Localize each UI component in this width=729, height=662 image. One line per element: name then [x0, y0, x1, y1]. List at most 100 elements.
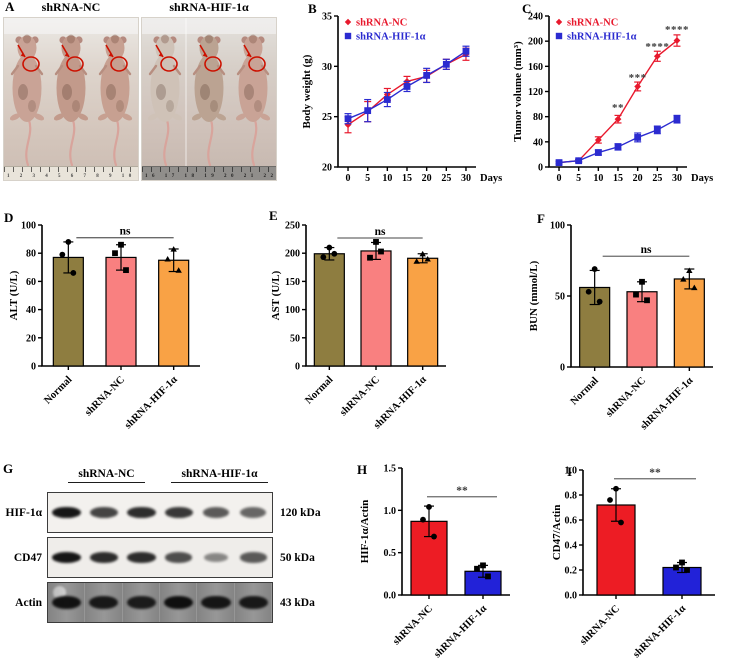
svg-text:shRNA-NC: shRNA-NC	[338, 374, 382, 418]
ruler-numbers: 16 17 18 19 20 21 22 23 24 25 26 27	[145, 174, 276, 179]
panel-letter-b: B	[308, 1, 317, 16]
protein-band	[240, 507, 267, 518]
tumor-annotation	[199, 44, 222, 72]
series-shRNA-HIF-1α	[344, 45, 470, 125]
svg-text:***: ***	[629, 72, 647, 84]
panel-d-alt: D 0 20 40 60 80 100 ALT (U/L) Normal shRNA-NC shR…	[4, 198, 240, 434]
svg-text:shRNA-HIF-1α: shRNA-HIF-1α	[631, 603, 688, 660]
protein-band	[51, 595, 82, 610]
svg-text:0: 0	[538, 163, 543, 174]
molecular-weight-label: 50 kDa	[280, 551, 315, 564]
panel-a-mouse-photos: A shRNA-NC 1 2 3 4 5 6 7 8 9 10 11 12 13…	[0, 0, 298, 192]
mouse-illustration	[191, 34, 227, 166]
svg-text:****: ****	[645, 41, 669, 53]
panel-letter-e: E	[269, 208, 278, 223]
cd47-actin-bar-chart: 0.0 0.2 0.4 0.6 0.8 1.0 CD47/Actin shRNA-NC shRN…	[551, 466, 715, 660]
svg-text:30: 30	[672, 173, 682, 184]
bar-Normal: Normal	[42, 239, 84, 406]
blot-lane	[159, 583, 198, 622]
svg-text:Days: Days	[691, 173, 713, 184]
photo-group-shrna-hif1a: shRNA-HIF-1α 16 17 18 19 20 21 22 23 24 …	[141, 0, 277, 181]
blot-membrane	[47, 537, 273, 578]
svg-text:100: 100	[550, 221, 565, 232]
svg-text:100: 100	[285, 305, 300, 316]
blot-lane	[234, 583, 272, 622]
blot-lane	[48, 493, 85, 532]
tumor-annotation	[155, 44, 178, 72]
mouse-photo-nc: 1 2 3 4 5 6 7 8 9 10 11 12 13 14 15	[3, 17, 139, 181]
blot-lane	[197, 538, 234, 577]
svg-text:15: 15	[402, 173, 412, 184]
svg-text:0: 0	[346, 173, 351, 184]
panel-e-ast: E 0 50 100 150 200 250 AST (U/L) Normal shRNA-NC…	[252, 198, 490, 434]
svg-text:CD47/Actin: CD47/Actin	[551, 505, 563, 561]
svg-text:shRNA-HIF-1α: shRNA-HIF-1α	[567, 32, 637, 43]
tumor-annotation	[243, 44, 266, 72]
svg-text:100: 100	[21, 221, 36, 232]
svg-text:1.5: 1.5	[384, 464, 397, 475]
blot-group-title: shRNA-NC	[68, 468, 145, 483]
tumor-annotation	[61, 44, 84, 72]
svg-text:0: 0	[295, 362, 300, 373]
panel-f-bun: F 0 50 100 BUN (mmol/L) Normal shRNA-NC shRNA-…	[497, 198, 729, 434]
svg-text:HIF-1α/Actin: HIF-1α/Actin	[359, 500, 371, 564]
svg-text:shRNA-NC: shRNA-NC	[83, 374, 127, 418]
blot-lane	[235, 493, 272, 532]
ruler-numbers: 1 2 3 4 5 6 7 8 9 10 11 12 13 14 15	[7, 174, 138, 179]
svg-text:25: 25	[441, 173, 451, 184]
protein-band	[89, 595, 119, 610]
blot-rows: HIF-1α 120 kDa CD47 50 kDa Actin 43 kDa	[0, 492, 348, 627]
svg-text:60: 60	[26, 277, 36, 288]
mouse-illustration	[9, 34, 45, 166]
svg-text:40: 40	[533, 137, 543, 148]
blot-lane	[85, 538, 122, 577]
svg-text:Normal: Normal	[569, 375, 601, 407]
svg-text:20: 20	[422, 173, 432, 184]
svg-text:0: 0	[31, 362, 36, 373]
blot-lane	[85, 583, 123, 622]
svg-text:Days: Days	[480, 173, 502, 184]
svg-text:1.0: 1.0	[384, 506, 397, 517]
blot-membrane	[47, 582, 273, 623]
svg-text:Normal: Normal	[303, 374, 335, 406]
panel-letter-d: D	[4, 210, 14, 225]
plot-B: 20 25 30 35 0 5 10 15 20 25 30 Days Body weight (g) s…	[301, 12, 502, 185]
mice-illustration-nc	[4, 18, 138, 166]
svg-text:25: 25	[322, 112, 332, 123]
blot-lane	[85, 493, 122, 532]
panel-letter-c: C	[522, 1, 532, 16]
body-weight-chart: 20 25 30 35 0 5 10 15 20 25 30 Days Body weight (g) s…	[301, 12, 502, 185]
blot-group-header-nc: shRNA-NC	[50, 468, 163, 483]
protein-label: CD47	[13, 551, 42, 564]
protein-band	[90, 506, 118, 519]
svg-text:80: 80	[533, 112, 543, 123]
mouse-illustration	[97, 34, 133, 166]
protein-band	[164, 506, 193, 519]
svg-text:160: 160	[528, 62, 543, 73]
protein-band	[51, 506, 82, 519]
svg-text:5: 5	[365, 173, 370, 184]
protein-band	[240, 552, 267, 563]
blot-membrane	[47, 492, 273, 533]
protein-band	[203, 552, 229, 563]
blot-lane	[48, 538, 85, 577]
svg-text:35: 35	[322, 12, 332, 23]
svg-text:5: 5	[576, 173, 581, 184]
plot-D: 0 20 40 60 80 100 ALT (U/L) Normal shRNA-NCshRNA…	[8, 221, 200, 431]
svg-text:240: 240	[528, 12, 543, 23]
svg-text:200: 200	[528, 37, 543, 48]
svg-text:10: 10	[382, 173, 392, 184]
svg-text:ns: ns	[375, 226, 386, 238]
bar-shRNA-HIF-1α: shRNA-HIF-1α	[631, 559, 702, 660]
ruler-ticks	[142, 167, 276, 172]
mouse-illustration	[235, 34, 271, 166]
svg-text:250: 250	[285, 221, 300, 232]
blot-row-HIF-1α: HIF-1α 120 kDa	[0, 492, 348, 533]
photo-group-shrna-nc: shRNA-NC 1 2 3 4 5 6 7 8 9 10 11 12 13 1…	[3, 0, 139, 181]
panel-g-western-blot: G shRNA-NC shRNA-HIF-1α HIF-1α 120 kDa CD4…	[0, 440, 348, 662]
svg-text:0.0: 0.0	[565, 591, 578, 602]
svg-text:20: 20	[26, 333, 36, 344]
svg-text:0.4: 0.4	[565, 541, 578, 552]
panel-c-tumor-volume: C 0 40 80 120 160 200 240 0 5 10 15 20 25 30 Days Tumor…	[512, 0, 729, 192]
